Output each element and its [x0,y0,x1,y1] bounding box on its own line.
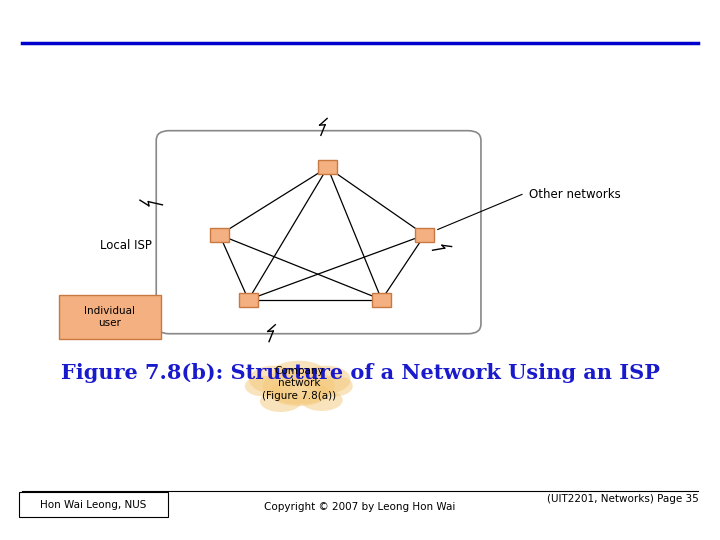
FancyBboxPatch shape [59,295,161,339]
Ellipse shape [317,376,353,396]
FancyBboxPatch shape [372,293,391,307]
Ellipse shape [301,389,343,411]
Text: Individual
user: Individual user [84,306,135,328]
Ellipse shape [245,376,281,396]
Text: Local ISP: Local ISP [100,239,152,252]
Ellipse shape [269,379,328,406]
Ellipse shape [302,366,351,394]
Ellipse shape [249,366,298,394]
Text: Copyright © 2007 by Leong Hon Wai: Copyright © 2007 by Leong Hon Wai [264,502,456,511]
Ellipse shape [260,390,302,412]
Text: Company
network
(Figure 7.8(a)): Company network (Figure 7.8(a)) [262,366,336,401]
FancyBboxPatch shape [156,131,481,334]
Text: (UIT2201, Networks) Page 35: (UIT2201, Networks) Page 35 [546,495,698,504]
FancyBboxPatch shape [318,160,337,174]
Ellipse shape [274,361,324,381]
Text: Other networks: Other networks [529,188,621,201]
Text: Hon Wai Leong, NUS: Hon Wai Leong, NUS [40,500,147,510]
FancyBboxPatch shape [19,492,168,517]
FancyBboxPatch shape [415,228,434,242]
FancyBboxPatch shape [239,293,258,307]
Text: Figure 7.8(b): Structure of a Network Using an ISP: Figure 7.8(b): Structure of a Network Us… [60,362,660,383]
FancyBboxPatch shape [210,228,229,242]
Ellipse shape [263,368,335,404]
